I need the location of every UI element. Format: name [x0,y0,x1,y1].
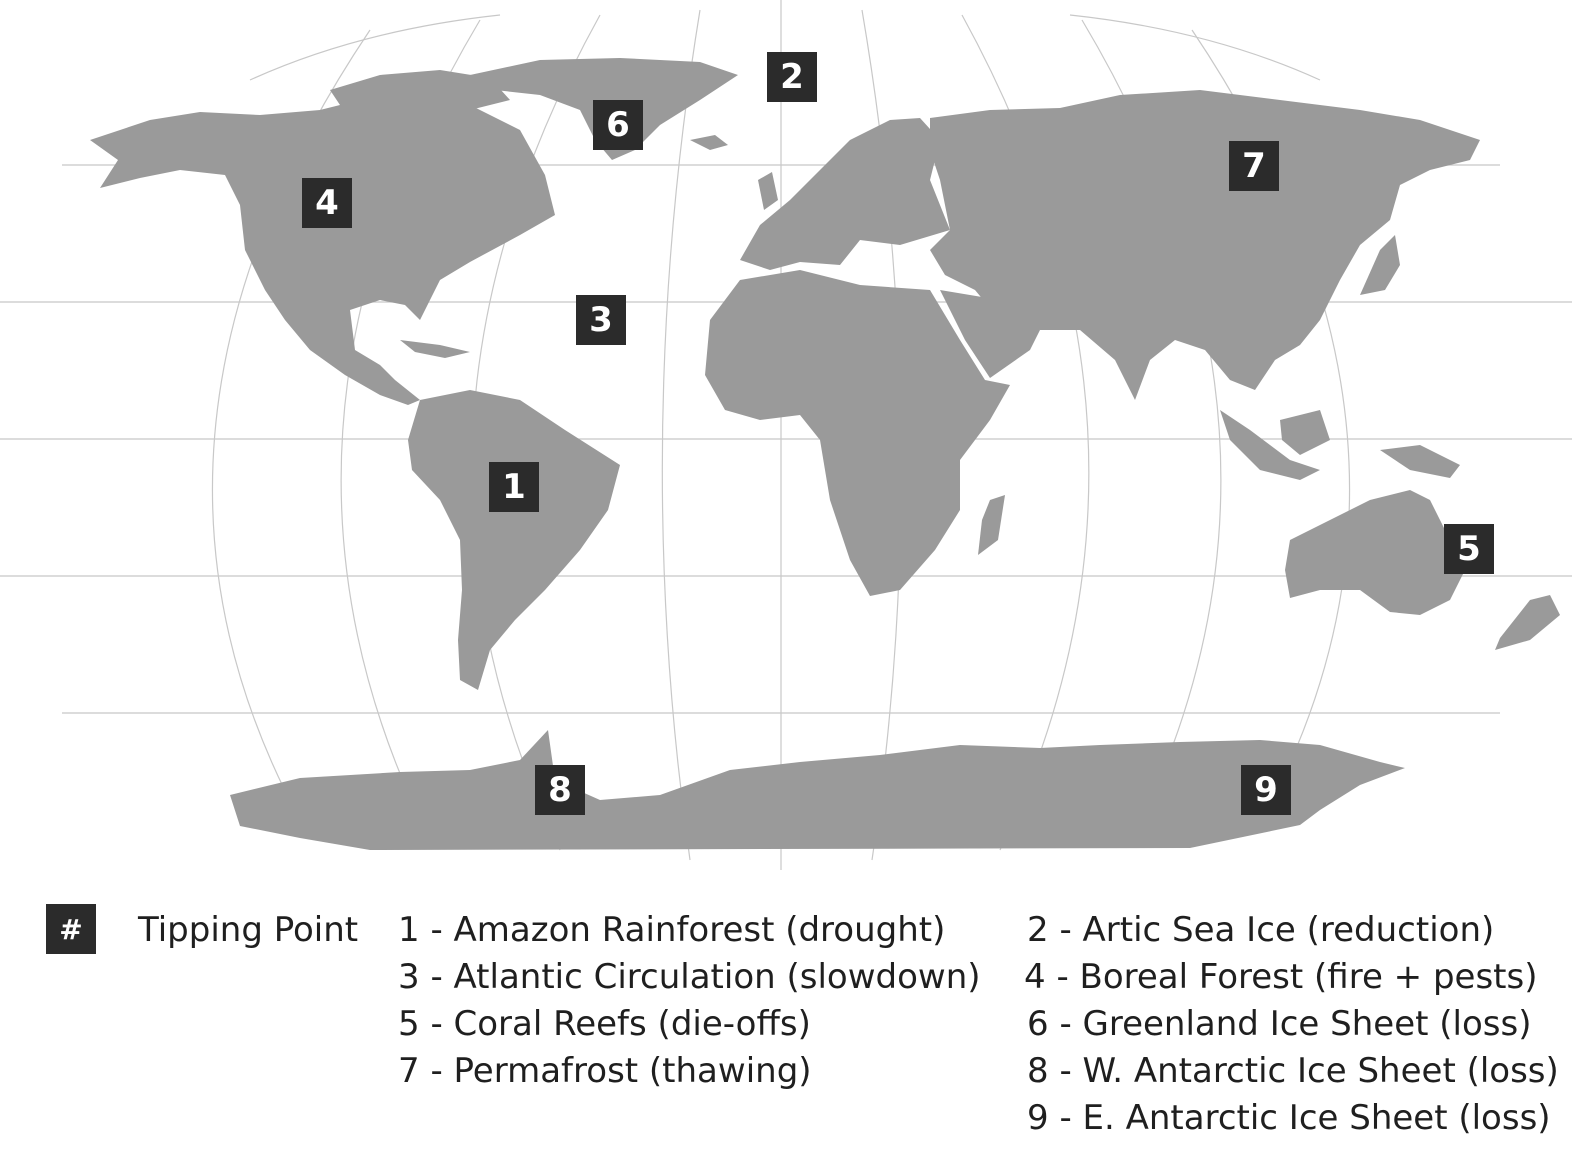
antarctica [230,730,1405,850]
marker-5: 5 [1444,524,1494,574]
legend-item-4: 4 - Boreal Forest (fire + pests) [1024,957,1538,997]
marker-8: 8 [535,765,585,815]
new-guinea [1380,445,1460,478]
new-zealand [1495,595,1560,650]
legend-item-8: 8 - W. Antarctic Ice Sheet (loss) [1027,1051,1559,1091]
borneo [1280,410,1330,455]
marker-2: 2 [767,52,817,102]
arctic-islands [330,70,510,110]
marker-3: 3 [576,295,626,345]
marker-6: 6 [593,100,643,150]
world-map [0,0,1572,870]
land-masses [90,58,1560,850]
legend-title: Tipping Point [138,910,359,950]
asia [930,90,1480,400]
south-america [408,390,620,690]
british-isles [758,172,778,210]
legend-item-1: 1 - Amazon Rainforest (drought) [398,910,946,950]
marker-1: 1 [489,462,539,512]
legend-item-7: 7 - Permafrost (thawing) [398,1051,812,1091]
legend-item-9: 9 - E. Antarctic Ice Sheet (loss) [1027,1098,1551,1138]
legend-item-2: 2 - Artic Sea Ice (reduction) [1027,910,1495,950]
caribbean [400,340,470,358]
africa [705,270,1010,596]
europe [740,118,950,270]
legend-item-6: 6 - Greenland Ice Sheet (loss) [1027,1004,1532,1044]
madagascar [978,495,1005,555]
north-america [90,95,555,405]
japan [1360,235,1400,295]
iceland [690,135,728,150]
legend-item-3: 3 - Atlantic Circulation (slowdown) [398,957,981,997]
australia [1285,490,1465,615]
legend-key-box: # [46,904,96,954]
legend-item-5: 5 - Coral Reefs (die-offs) [398,1004,811,1044]
arabian-peninsula [940,290,1040,378]
marker-9: 9 [1241,765,1291,815]
marker-4: 4 [302,178,352,228]
marker-7: 7 [1229,141,1279,191]
southeast-asia-islands [1220,410,1320,480]
